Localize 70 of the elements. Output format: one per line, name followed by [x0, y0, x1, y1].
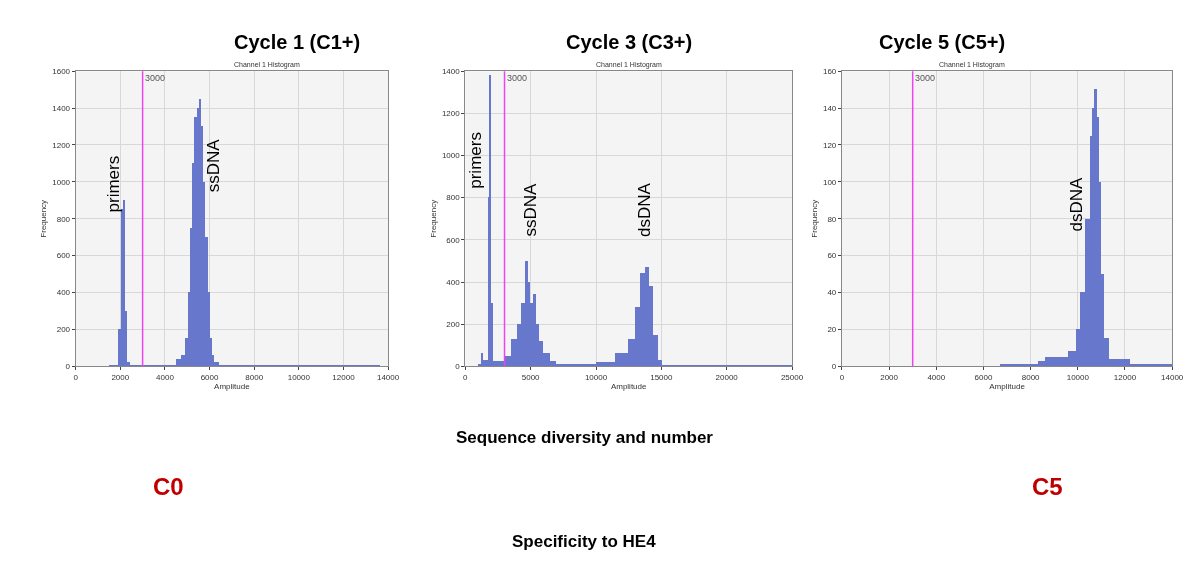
x-tick-label: 10000 [584, 372, 608, 382]
x-tick-label: 0 [73, 372, 79, 382]
x-tick-label: 12000 [1113, 372, 1137, 382]
y-tick-label: 600 [56, 251, 71, 261]
x-tick-label: 25000 [780, 372, 804, 382]
y-tick-label: 1200 [441, 109, 461, 119]
x-axis-title: Amplitude [989, 382, 1026, 392]
x-tick-label: 20000 [715, 372, 739, 382]
y-tick-label: 1000 [441, 151, 461, 161]
y-tick-label: 160 [822, 67, 837, 76]
x-tick-label: 0 [463, 372, 469, 382]
ref-line-label: 3000 [507, 73, 528, 83]
annotation: primers [103, 155, 123, 213]
text: C0 [153, 473, 184, 500]
x-tick-label: 4000 [927, 372, 946, 382]
x-tick-label: 6000 [200, 372, 220, 382]
annotation: dsDNA [1067, 176, 1087, 232]
x-tick-label: 14000 [376, 372, 400, 382]
chart-title: Cycle 1 (C1+) [234, 31, 361, 53]
x-tick-label: 6000 [974, 372, 993, 382]
annotation: ssDNA [520, 183, 540, 237]
x-axis-title: Amplitude [610, 382, 648, 392]
x-tick-label: 12000 [332, 372, 356, 382]
y-tick-label: 1600 [52, 67, 71, 76]
y-axis-title: Frequency [38, 199, 48, 238]
x-tick-label: 8000 [245, 372, 264, 382]
y-tick-label: 600 [446, 235, 461, 245]
x-tick-label: 0 [839, 372, 845, 382]
ref-line-label: 3000 [145, 73, 166, 83]
x-axis-title: Amplitude [214, 382, 251, 392]
y-tick-label: 800 [56, 214, 71, 224]
text: Sequence diversity and number [456, 428, 714, 447]
y-tick-label: 1400 [441, 67, 461, 76]
x-tick-label: 10000 [1066, 372, 1090, 382]
y-axis-title: Frequency [428, 199, 438, 238]
y-tick-label: 1400 [52, 103, 71, 113]
y-tick-label: 120 [822, 140, 837, 150]
y-tick-label: 400 [56, 288, 71, 298]
y-tick-label: 140 [822, 103, 837, 113]
annotation: primers [466, 132, 486, 189]
chart-title: Cycle 3 (C3+) [566, 31, 693, 53]
y-tick-label: 200 [56, 325, 71, 335]
x-tick-label: 5000 [521, 372, 541, 382]
text: Specificity to HE4 [512, 532, 657, 551]
annotation: ssDNA [204, 138, 223, 193]
y-tick-label: 100 [822, 177, 837, 187]
x-tick-label: 2000 [880, 372, 899, 382]
y-axis-title: Frequency [809, 199, 819, 238]
y-tick-label: 40 [827, 288, 837, 298]
x-tick-label: 8000 [1021, 372, 1041, 382]
y-tick-label: 200 [446, 319, 461, 329]
y-tick-label: 0 [831, 362, 837, 372]
annotation: dsDNA [635, 182, 655, 237]
x-tick-label: 4000 [156, 372, 175, 382]
y-tick-label: 0 [65, 362, 71, 372]
x-tick-label: 14000 [1161, 372, 1184, 382]
y-tick-label: 60 [827, 251, 837, 261]
chart-title: Cycle 5 (C5+) [879, 31, 1006, 53]
y-tick-label: 80 [827, 214, 837, 224]
y-tick-label: 1200 [52, 140, 71, 150]
x-tick-label: 10000 [287, 372, 311, 382]
y-tick-label: 0 [455, 362, 461, 372]
text: C5 [1032, 473, 1063, 500]
y-tick-label: 400 [446, 277, 461, 287]
ref-line-label: 3000 [915, 73, 936, 83]
x-tick-label: 2000 [111, 372, 130, 382]
x-tick-label: 15000 [650, 372, 674, 382]
y-tick-label: 800 [446, 193, 461, 203]
y-tick-label: 1000 [52, 177, 71, 187]
y-tick-label: 20 [827, 325, 837, 335]
